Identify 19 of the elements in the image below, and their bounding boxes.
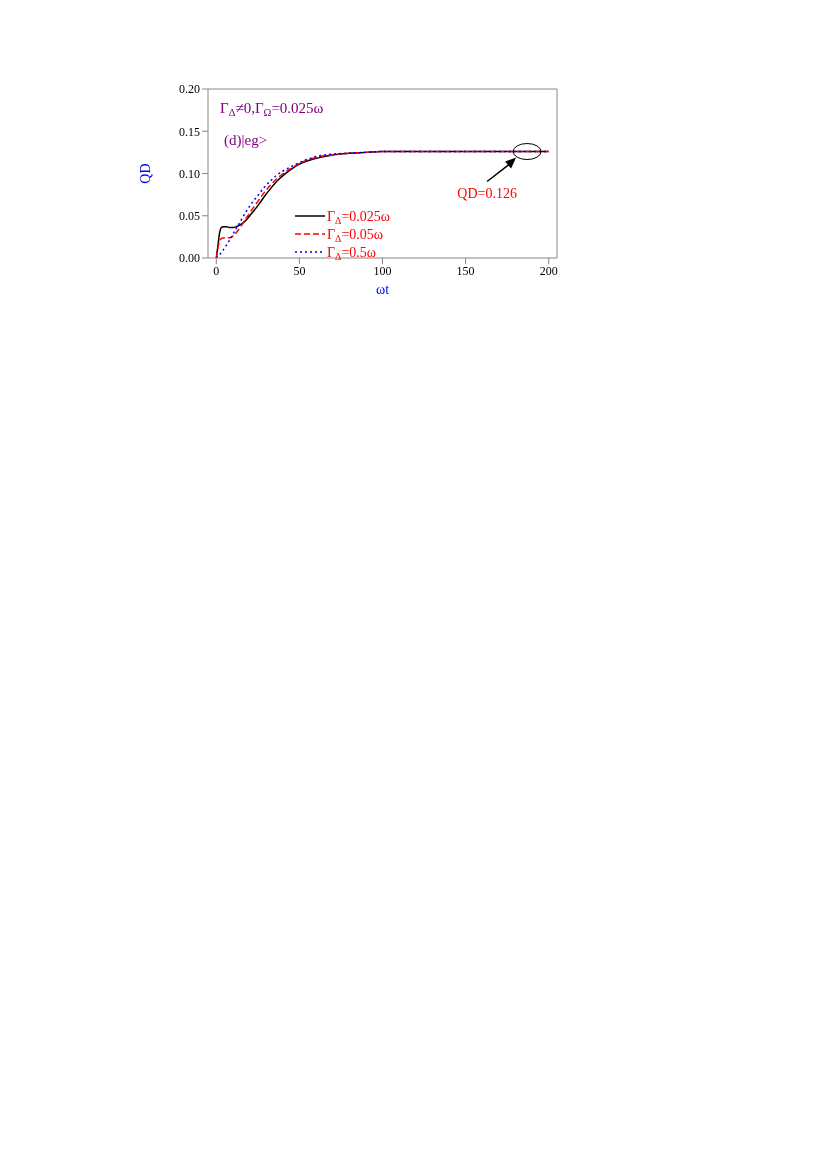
x-tick-label: 200 [539,263,558,278]
line-series [215,150,550,258]
x-tick-label: 50 [293,263,306,278]
legend-label: Γ$_{Δ}$=0.5ω [327,245,377,262]
y-tick-label: 0.10 [179,166,200,181]
annotation: (d)|eg> [224,132,268,149]
x-tick-label: 100 [373,263,392,278]
annotation: Γ$_{Δ}$≠0,Γ$_{Ω}$=0.025ω [220,100,324,118]
x-axis-title: ωt [375,282,390,297]
y-tick-label: 0.15 [179,124,200,139]
y-tick-label: 0.00 [179,251,200,266]
y-tick-label: 0.20 [179,82,200,97]
y-tick-label: 0.05 [179,209,200,224]
legend-label: Γ$_{Δ}$=0.025ω [327,209,391,226]
x-tick-label: 150 [456,263,475,278]
x-tick-label: 0 [213,263,220,278]
legend-label: Γ$_{Δ}$=0.05ω [327,227,384,244]
y-axis-title: QD [138,163,153,184]
annotation: QD=0.126 [457,185,517,201]
